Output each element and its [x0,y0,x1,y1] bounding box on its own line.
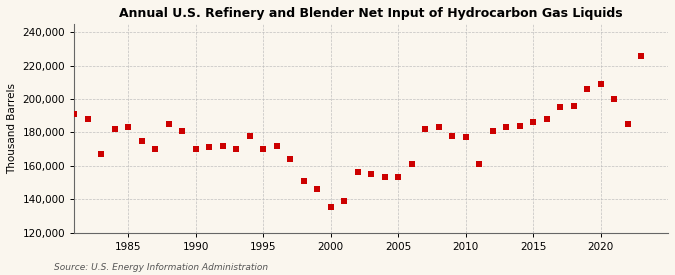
Point [298,178,309,183]
Point [406,162,417,166]
Point [379,175,390,180]
Point [582,87,593,91]
Point [366,172,377,176]
Text: Source: U.S. Energy Information Administration: Source: U.S. Energy Information Administ… [54,263,268,272]
Point [217,144,228,148]
Point [555,105,566,109]
Point [109,127,120,131]
Point [69,112,80,116]
Point [352,170,363,175]
Point [244,134,255,138]
Point [82,117,93,121]
Point [325,205,336,210]
Point [433,125,444,130]
Point [163,122,174,126]
Point [339,199,350,203]
Point [271,144,282,148]
Point [609,97,620,101]
Point [487,128,498,133]
Title: Annual U.S. Refinery and Blender Net Input of Hydrocarbon Gas Liquids: Annual U.S. Refinery and Blender Net Inp… [119,7,623,20]
Point [393,175,404,180]
Point [568,103,579,108]
Point [460,135,471,140]
Point [541,117,552,121]
Point [150,147,161,151]
Point [258,147,269,151]
Point [312,187,323,191]
Point [190,147,201,151]
Point [96,152,107,156]
Point [622,122,633,126]
Point [474,162,485,166]
Point [447,134,458,138]
Point [501,125,512,130]
Point [136,139,147,143]
Point [231,147,242,151]
Point [514,123,525,128]
Point [528,120,539,125]
Point [595,82,606,86]
Point [285,157,296,161]
Point [123,125,134,130]
Y-axis label: Thousand Barrels: Thousand Barrels [7,83,17,174]
Point [636,53,647,58]
Point [177,128,188,133]
Point [204,145,215,150]
Point [420,127,431,131]
